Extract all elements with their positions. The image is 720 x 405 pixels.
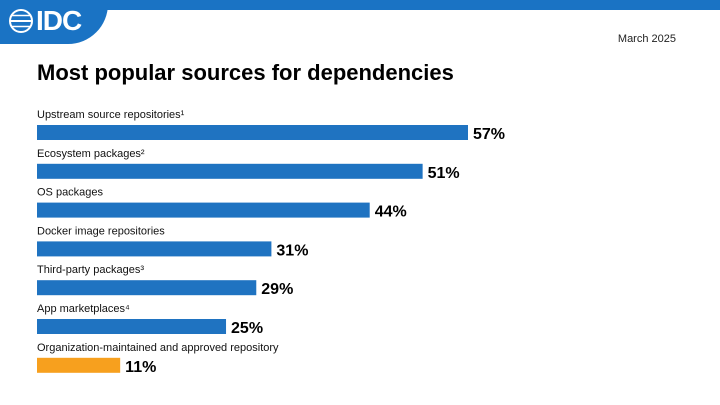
value-label: 57% — [473, 126, 505, 143]
category-label: Organization-maintained and approved rep… — [37, 342, 279, 354]
category-label: Docker image repositories — [37, 225, 165, 237]
globe-icon — [9, 9, 33, 33]
bar — [37, 125, 468, 140]
report-date: March 2025 — [617, 33, 676, 45]
value-label: 44% — [375, 204, 407, 221]
chart-title: Most popular sources for dependencies — [37, 60, 454, 85]
header-band — [0, 0, 720, 10]
idc-logo: IDC — [0, 0, 108, 44]
category-label: Third-party packages³ — [37, 264, 144, 276]
category-label: Upstream source repositories¹ — [37, 109, 185, 121]
value-label: 51% — [428, 165, 460, 182]
bar — [37, 241, 272, 257]
logo-text: IDC — [36, 5, 82, 36]
value-label: 29% — [261, 281, 293, 298]
bar — [37, 280, 257, 296]
category-label: OS packages — [37, 187, 104, 199]
value-label: 31% — [276, 242, 308, 259]
bar — [37, 202, 370, 218]
category-label: Ecosystem packages² — [37, 148, 145, 160]
value-label: 11% — [125, 359, 156, 376]
value-label: 25% — [231, 320, 263, 337]
bar — [37, 319, 227, 334]
category-label: App marketplaces⁴ — [37, 303, 130, 315]
bar — [37, 357, 121, 373]
bar — [37, 163, 423, 179]
